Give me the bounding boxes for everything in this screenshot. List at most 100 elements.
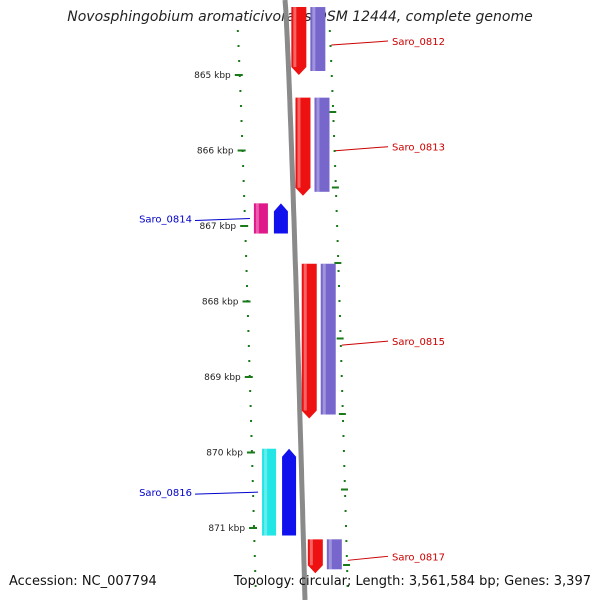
ruler-dot (344, 510, 347, 512)
ruler-dot (251, 480, 254, 482)
ruler-dot (242, 180, 245, 182)
gene-Saro_0814[interactable] (253, 203, 288, 234)
gene-Saro_0815[interactable] (301, 263, 336, 419)
ruler-dot (249, 405, 252, 407)
ruler-dot (336, 240, 339, 242)
gene-Saro_0813[interactable] (295, 97, 330, 196)
ruler-dot (254, 570, 257, 572)
ruler-dot (331, 105, 334, 107)
ruler-dot (250, 435, 253, 437)
gene-label-line (347, 555, 389, 561)
gene-highlight (255, 203, 259, 234)
ruler-dot (331, 90, 334, 92)
gene-arrow[interactable] (273, 203, 288, 234)
ruler-dot (239, 105, 242, 107)
ruler-dot (245, 255, 248, 257)
gene-label-line (335, 146, 389, 152)
ruler-dot (341, 390, 344, 392)
ruler-dot (242, 165, 245, 167)
ruler-dot (330, 60, 333, 62)
ruler-dot (338, 300, 341, 302)
ruler-dot (333, 150, 336, 152)
ruler-dot (345, 555, 348, 557)
ruler-dot (346, 570, 349, 572)
ruler-dot (250, 450, 253, 452)
gene-highlight (303, 263, 307, 411)
gene-highlight (312, 7, 316, 72)
ruler-dot (253, 555, 256, 557)
gene-arrow[interactable] (295, 97, 311, 196)
cds-bar[interactable] (253, 203, 268, 234)
gene-Saro_0817[interactable] (307, 539, 342, 574)
cds-bar[interactable] (262, 448, 277, 536)
gene-label: Saro_0812 (392, 37, 445, 48)
genome-backbone (282, 0, 308, 600)
ruler-dot (339, 345, 342, 347)
gene-highlight (328, 539, 332, 570)
ruler-dot (330, 75, 333, 77)
tick-mark (242, 300, 251, 303)
ruler-dot (332, 120, 335, 122)
gene-highlight (316, 97, 320, 192)
ruler-dot (243, 210, 246, 212)
cds-bar[interactable] (310, 7, 326, 72)
ruler-dot (337, 270, 340, 272)
tick-mark (329, 111, 337, 113)
gene-highlight (322, 263, 326, 415)
ruler-dot (338, 285, 341, 287)
ruler-dot (240, 120, 243, 122)
cds-bar[interactable] (314, 97, 330, 192)
ruler-dot (335, 210, 338, 212)
ruler-dot (251, 465, 254, 467)
ruler-dot (247, 345, 250, 347)
tick-mark (246, 451, 255, 454)
tick-mark (234, 74, 243, 76)
tick-mark (334, 262, 342, 264)
ruler-dot (247, 330, 250, 332)
tick-label: 866 kbp (197, 147, 234, 157)
gene-label-line (331, 40, 389, 46)
ruler-dot (253, 540, 256, 542)
ruler-dot (337, 255, 340, 257)
ruler-dot (252, 510, 255, 512)
tick-mark (338, 413, 346, 415)
tick-label: 868 kbp (202, 298, 239, 308)
ruler-dot (340, 360, 343, 362)
ruler-dot (237, 45, 240, 47)
ruler-dot (335, 195, 338, 197)
tick-mark (340, 488, 348, 491)
gene-label: Saro_0813 (392, 143, 445, 154)
gene-label-line (341, 340, 389, 346)
gene-label-line (194, 217, 250, 221)
tick-label: 865 kbp (194, 71, 231, 81)
ruler-dot (250, 420, 253, 422)
ruler-dot (338, 315, 341, 317)
ruler-dot (341, 405, 344, 407)
ruler-dot (241, 135, 244, 137)
gene-arrow[interactable] (301, 263, 317, 419)
gene-Saro_0812[interactable] (291, 7, 326, 75)
ruler-dot (340, 375, 343, 377)
ruler-dot (254, 585, 257, 587)
gene-label: Saro_0815 (392, 337, 445, 348)
ruler-dot (342, 420, 345, 422)
ruler-dot (336, 225, 339, 227)
genome-stats-text: Topology: circular; Length: 3,561,584 bp… (233, 574, 591, 589)
gene-Saro_0816[interactable] (262, 448, 297, 536)
gene-arrow[interactable] (282, 448, 297, 536)
ruler-dot (239, 90, 242, 92)
gene-highlight (293, 7, 297, 68)
gene-arrow[interactable] (291, 7, 307, 75)
cds-bar[interactable] (320, 263, 336, 415)
ruler-dot (252, 495, 255, 497)
ruler-dot (252, 525, 255, 527)
ruler-dot (334, 165, 337, 167)
ruler-dot (246, 315, 249, 317)
ruler-dot (346, 585, 349, 587)
ruler-dot (339, 330, 342, 332)
gene-label: Saro_0816 (139, 488, 192, 499)
cds-bar[interactable] (326, 539, 342, 570)
gene-arrow[interactable] (307, 539, 323, 574)
ruler-dot (246, 285, 249, 287)
